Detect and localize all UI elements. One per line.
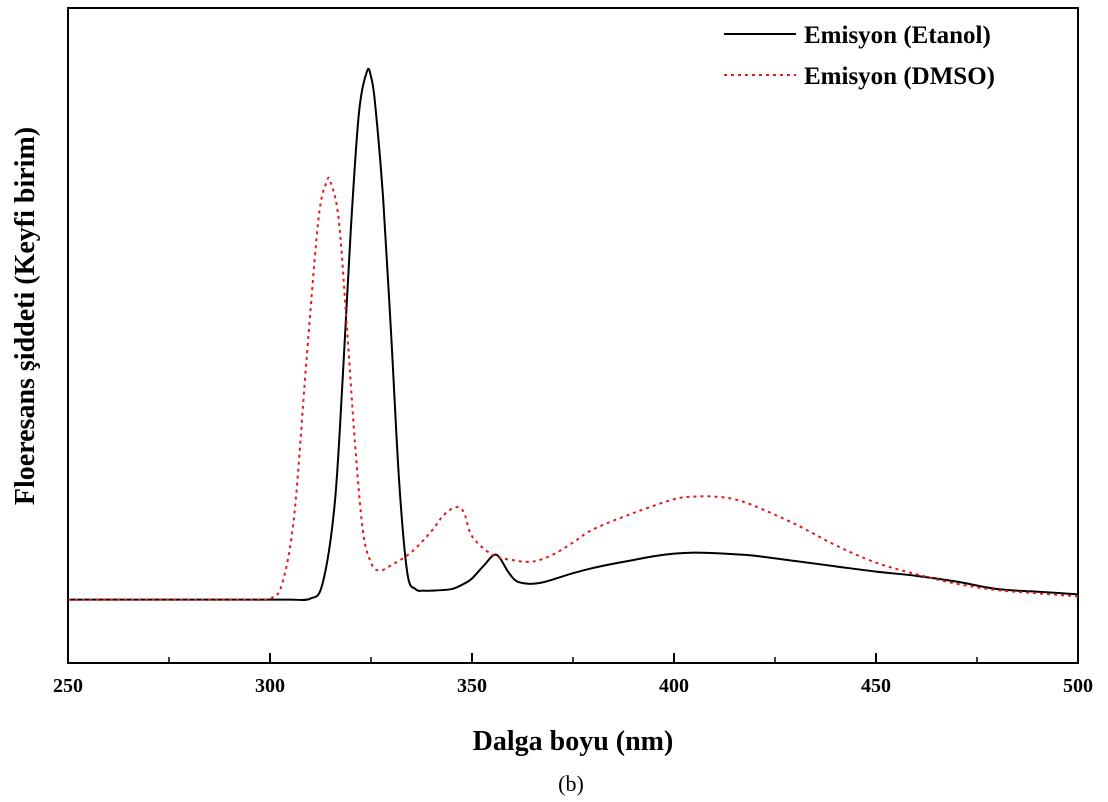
series-line-etanol (67, 67, 1079, 602)
x-tick-label: 300 (255, 675, 285, 697)
series-lines (67, 67, 1079, 602)
legend: Emisyon (Etanol) Emisyon (DMSO) (724, 22, 995, 90)
x-tick-label: 250 (53, 675, 83, 697)
x-tick-label: 450 (861, 675, 891, 697)
x-tick-label: 350 (457, 675, 487, 697)
x-axis-tick-labels: 250 300 350 400 450 500 (53, 675, 1093, 697)
x-axis-ticks (67, 653, 1079, 663)
series-line-dmso (67, 176, 1079, 602)
legend-label-dmso: Emisyon (DMSO) (804, 63, 995, 90)
figure-caption: (b) (558, 771, 584, 796)
x-tick-label: 500 (1063, 675, 1093, 697)
y-axis-title: Floeresans şiddeti (Keyfi birim) (10, 127, 41, 505)
x-tick-label: 400 (659, 675, 689, 697)
x-axis-title: Dalga boyu (nm) (473, 726, 674, 757)
plot-frame (67, 7, 1079, 664)
legend-label-etanol: Emisyon (Etanol) (804, 22, 991, 49)
